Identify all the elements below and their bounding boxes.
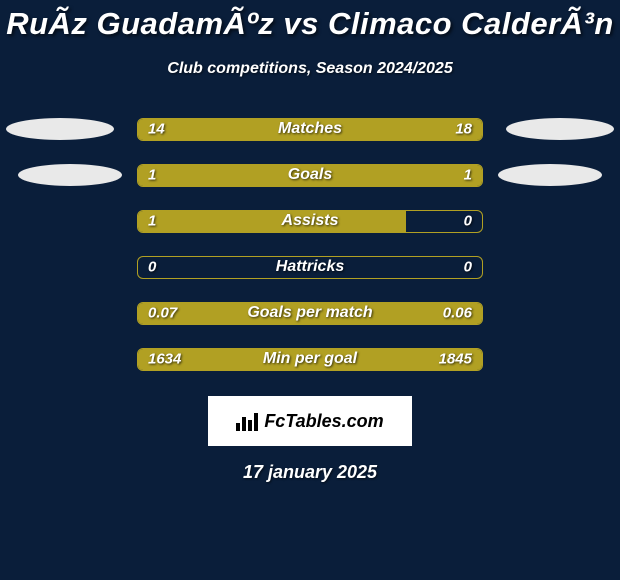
stat-bar-right-fill: [310, 165, 482, 186]
branding-text: FcTables.com: [264, 411, 383, 432]
bars-icon: [236, 411, 258, 431]
stat-value-left: 0: [148, 259, 156, 276]
stat-label: Goals: [288, 166, 332, 184]
stat-bar: 1634 1845 Min per goal: [137, 348, 483, 371]
player-left-badge: [18, 164, 122, 186]
stat-value-left: 1: [148, 213, 156, 230]
stat-row: 14 18 Matches: [0, 106, 620, 152]
stat-value-right: 18: [455, 121, 472, 138]
stat-label: Assists: [282, 212, 339, 230]
stat-bar: 1 0 Assists: [137, 210, 483, 233]
stat-row: 1 0 Assists: [0, 198, 620, 244]
stats-board: 14 18 Matches 1 1 Goals 1 0 Assists 0 0 Hattricks 0.…: [0, 106, 620, 382]
player-right-badge: [506, 118, 614, 140]
player-right-badge: [498, 164, 602, 186]
stat-row: 1634 1845 Min per goal: [0, 336, 620, 382]
stat-row: 0 0 Hattricks: [0, 244, 620, 290]
stat-bar: 0 0 Hattricks: [137, 256, 483, 279]
stat-bar: 14 18 Matches: [137, 118, 483, 141]
stat-row: 1 1 Goals: [0, 152, 620, 198]
stat-value-right: 1845: [439, 351, 472, 368]
stat-value-left: 14: [148, 121, 165, 138]
date-label: 17 january 2025: [0, 462, 620, 483]
stat-label: Hattricks: [276, 258, 344, 276]
page-title: RuÃ­z GuadamÃºz vs Climaco CalderÃ³n: [0, 0, 620, 42]
stat-bar-left-fill: [138, 211, 406, 232]
stat-label: Goals per match: [247, 304, 372, 322]
stat-value-left: 0.07: [148, 305, 177, 322]
stat-bar-left-fill: [138, 165, 310, 186]
subtitle: Club competitions, Season 2024/2025: [0, 60, 620, 78]
stat-value-left: 1634: [148, 351, 181, 368]
stat-value-left: 1: [148, 167, 156, 184]
stat-value-right: 0: [464, 213, 472, 230]
stat-row: 0.07 0.06 Goals per match: [0, 290, 620, 336]
stat-bar: 0.07 0.06 Goals per match: [137, 302, 483, 325]
stat-label: Matches: [278, 120, 342, 138]
stat-value-right: 0.06: [443, 305, 472, 322]
branding-logo: FcTables.com: [208, 396, 412, 446]
stat-value-right: 0: [464, 259, 472, 276]
stat-label: Min per goal: [263, 350, 357, 368]
player-left-badge: [6, 118, 114, 140]
stat-bar: 1 1 Goals: [137, 164, 483, 187]
stat-value-right: 1: [464, 167, 472, 184]
